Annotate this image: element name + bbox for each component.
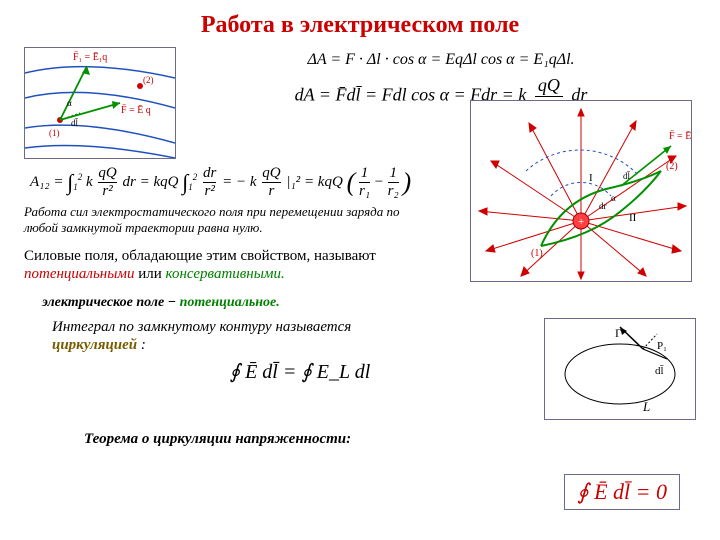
figure-2: + (1) (2) F̄ = Ē q I II α dl̄ dr [470, 100, 692, 282]
line-efield-potential: электрическое поле − потенциальное. [42, 294, 696, 312]
svg-text:F̄ = Ē q: F̄ = Ē q [121, 104, 151, 116]
svg-text:P₁: P₁ [657, 340, 667, 352]
para-potential: Силовые поля, обладающие этим свойством,… [24, 247, 424, 285]
svg-text:α: α [611, 193, 616, 203]
svg-text:F̄₁ = Ē₁q: F̄₁ = Ē₁q [73, 51, 107, 63]
svg-text:+: + [578, 216, 584, 228]
svg-text:α: α [67, 98, 72, 108]
svg-text:F̄ = Ē q: F̄ = Ē q [669, 130, 691, 142]
svg-text:I: I [589, 172, 593, 184]
figure-1-svg: F̄₁ = Ē₁q F̄ = Ē q (1) (2) α dl̄ [25, 48, 175, 158]
svg-text:(1): (1) [531, 248, 543, 259]
svg-text:(1): (1) [49, 128, 60, 138]
theorem-label: Теорема о циркуляции напряженности: [84, 430, 696, 449]
figure-3-svg: Γ̄ P₁ dl̄ L [545, 319, 695, 419]
row-circulation: Интеграл по замкнутому контуру называетс… [24, 318, 696, 420]
figure-3: Γ̄ P₁ dl̄ L [544, 318, 696, 420]
svg-text:L: L [642, 399, 650, 414]
svg-text:II: II [629, 212, 637, 224]
figure-1: F̄₁ = Ē₁q F̄ = Ē q (1) (2) α dl̄ [24, 47, 176, 159]
eq-circulation: ∮ Ē dl̄ = ∮ E_L dl [64, 359, 536, 384]
figure-2-svg: + (1) (2) F̄ = Ē q I II α dl̄ dr [471, 101, 691, 281]
svg-text:(2): (2) [143, 75, 154, 85]
line-circulation-def: Интеграл по замкнутому контуру называетс… [52, 318, 352, 356]
svg-text:(2): (2) [666, 161, 678, 172]
svg-text:dl̄: dl̄ [71, 118, 79, 128]
svg-text:dl̄: dl̄ [655, 364, 664, 376]
eq-dA-1: ΔA = F · Δl · cos α = EqΔl cos α = E₁qΔl… [186, 51, 696, 69]
svg-text:dr: dr [599, 201, 607, 211]
svg-text:dl̄: dl̄ [623, 171, 631, 181]
para-closed-loop: Работа сил электростатического поля при … [24, 204, 404, 237]
eq-circulation-zero: ∮ Ē dl̄ = 0 [564, 474, 680, 510]
page-title: Работа в электрическом поле [24, 12, 696, 39]
